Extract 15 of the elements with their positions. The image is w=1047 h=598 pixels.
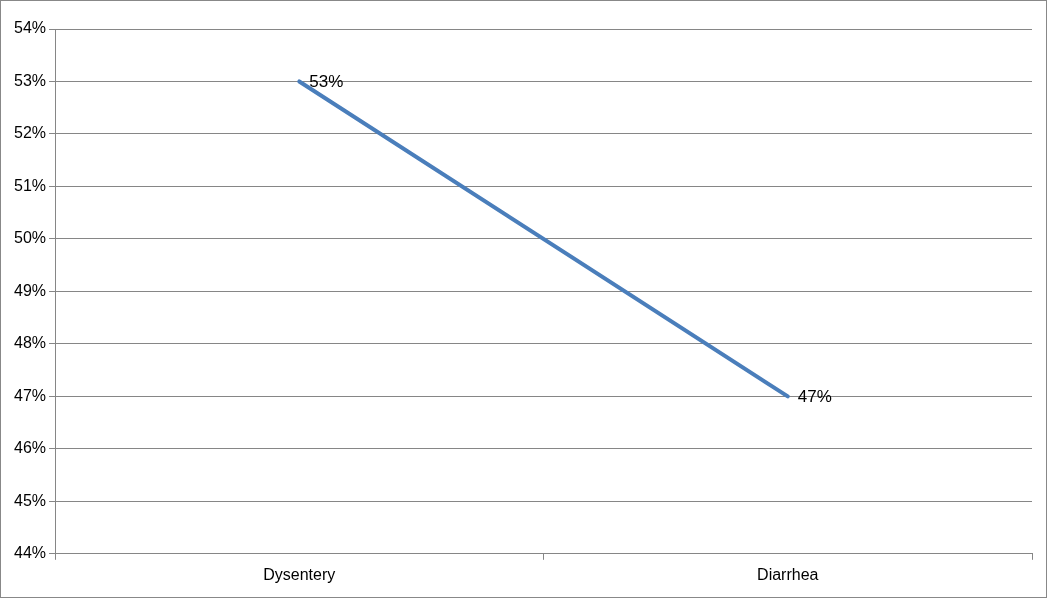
y-tick-label: 45% (13, 491, 47, 509)
y-tick-label: 48% (13, 334, 47, 352)
x-tick-label: Dysentery (263, 565, 336, 583)
data-label: 53% (309, 72, 344, 92)
y-tick-label: 46% (13, 439, 47, 457)
y-tick-label: 50% (13, 229, 47, 247)
y-tick-label: 52% (13, 124, 47, 142)
y-tick-label: 49% (13, 281, 47, 299)
y-tick-label: 51% (13, 176, 47, 194)
y-tick-label: 44% (13, 544, 47, 562)
y-tick-label: 53% (13, 71, 47, 89)
y-tick-label: 47% (13, 386, 47, 404)
y-tick-label: 54% (13, 19, 47, 37)
data-label: 47% (797, 387, 832, 407)
x-tick-label: Diarrhea (757, 565, 819, 583)
